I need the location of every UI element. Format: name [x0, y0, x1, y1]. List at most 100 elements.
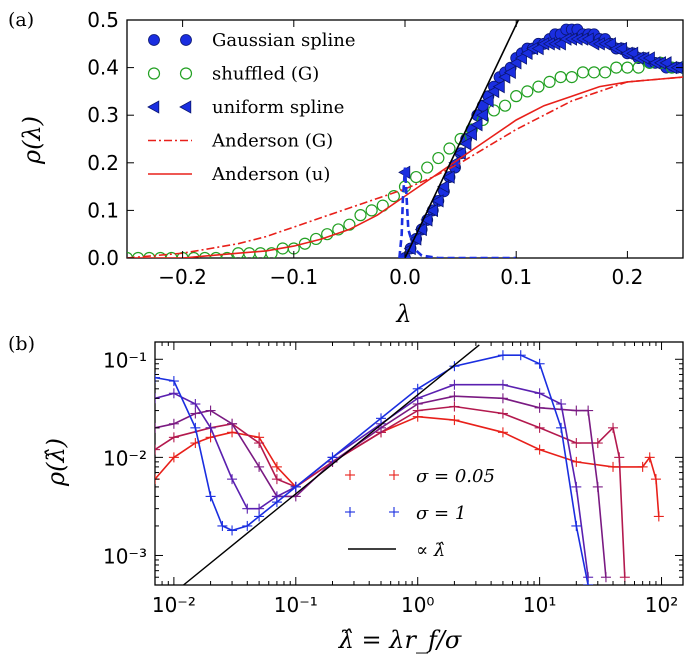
series-1-point: [155, 444, 160, 455]
panel-b-xtick-label: 10¹: [523, 593, 556, 617]
panel-b-xlabel: λ̂ = λr_f/σ: [338, 626, 462, 654]
1-point: [217, 520, 228, 531]
0-05-point: [227, 427, 238, 438]
series-1-point: [534, 422, 545, 433]
shuffled-g-point: [621, 61, 634, 74]
series-1-point: [449, 401, 460, 412]
1-point: [242, 520, 253, 531]
panel-b-ytick-label: 10⁻²: [103, 446, 147, 470]
uniform-spline-point: [492, 79, 505, 94]
shuffled-g-point: [565, 71, 578, 84]
uniform-spline-point: [425, 203, 439, 218]
series-5-line: [183, 344, 480, 585]
series-3-point: [227, 474, 238, 485]
legend-0-05-marker: [389, 470, 399, 480]
panel-b-xtick-label: 10²: [645, 593, 678, 617]
shuffled-g-point: [543, 75, 556, 88]
panel-a-ytick-label: 0.2: [87, 151, 119, 175]
shuffled-g-point: [410, 170, 423, 184]
anderson-g-line: [127, 76, 683, 258]
1-point: [497, 350, 508, 361]
series-6-line: [404, 20, 520, 258]
0-05-point: [168, 452, 179, 463]
1-point: [271, 497, 282, 508]
panel-b-ytick-label: 10⁻¹: [103, 348, 147, 372]
series-2-point: [449, 391, 460, 402]
series-2-point: [592, 481, 603, 492]
shuffled-g-point: [610, 61, 623, 74]
uniform-spline-point: [431, 194, 444, 208]
shuffled-g-point: [154, 251, 167, 258]
uniform-spline-point: [476, 108, 489, 122]
1-point: [376, 413, 387, 424]
legend-series-5-label: ∝ λ̂: [416, 540, 445, 561]
1-point: [449, 361, 460, 372]
panel-a-xtick-label: 0.2: [611, 265, 643, 289]
shuffled-g-point: [209, 251, 223, 258]
panel-b-plot-area: [155, 344, 664, 585]
uniform-spline-point: [470, 118, 483, 132]
series-2-point: [534, 402, 545, 413]
legend-1-label: σ = 1: [416, 503, 466, 524]
shuffled-g-point: [554, 71, 567, 84]
series-3-point: [242, 503, 253, 514]
1-point: [205, 491, 216, 502]
1-point: [190, 422, 201, 433]
series-2-point: [190, 408, 201, 419]
shuffled-g-point: [265, 247, 278, 258]
shuffled-g-point: [443, 142, 456, 155]
legend-1-marker: [345, 507, 355, 517]
shuffled-g-point: [576, 66, 590, 79]
series-3-point: [497, 379, 508, 390]
shuffled-g-point: [198, 251, 211, 258]
series-3-point: [534, 388, 545, 399]
1-point: [254, 511, 265, 522]
0-05-point: [653, 511, 664, 522]
panel-a-plot-area: [127, 20, 683, 258]
0-05-point: [637, 461, 648, 472]
series-1-point: [608, 422, 619, 433]
uniform-spline-point: [459, 137, 472, 151]
panel-a: (a) −0.2 −0.1 0.0 0.1 0.20.00.10.20.30.40.5 …: [8, 8, 684, 328]
panel-a-ytick-label: 0.3: [87, 103, 119, 127]
panel-a-ytick-label: 0.0: [87, 246, 119, 270]
shuffled-g-point: [498, 99, 512, 112]
1-point: [571, 520, 582, 531]
series-1-point: [571, 438, 582, 449]
series-1-point: [254, 438, 265, 449]
panel-b-ytick-label: 10⁻³: [103, 544, 147, 568]
panel-a-xtick-label: 0.0: [389, 265, 421, 289]
shuffled-g-point: [599, 66, 612, 79]
shuffled-g-point: [521, 85, 534, 98]
uniform-spline-point: [442, 170, 455, 184]
series-1-point: [614, 452, 625, 463]
0-05-point: [571, 456, 582, 467]
panel-a-ytick-label: 0.4: [87, 56, 119, 80]
series-2-point: [254, 461, 265, 472]
uniform-spline-point: [414, 222, 427, 237]
legend-gaussian-spline-label: Gaussian spline: [212, 30, 356, 51]
shuffled-g-point: [254, 247, 267, 258]
panel-a-xtick-label: −0.1: [270, 265, 319, 289]
1-point: [534, 358, 545, 369]
shuffled-g-point: [365, 204, 378, 217]
shuffled-g-point: [432, 151, 445, 165]
uniform-spline-point: [464, 127, 477, 141]
series-3-point: [205, 422, 216, 433]
panel-a-ytick-label: 0.5: [87, 8, 119, 32]
panel-b-series-group: [155, 344, 664, 585]
series-1-line: [155, 405, 626, 578]
shuffled-g-point: [387, 190, 400, 203]
series-1-point: [497, 408, 508, 419]
legend-gaussian-spline-marker: [148, 34, 160, 46]
shuffled-g-point: [298, 237, 312, 250]
series-3-point: [556, 399, 567, 410]
shuffled-g-point: [532, 80, 545, 93]
shuffled-g-point: [132, 251, 145, 258]
panel-a-axes-frame: [126, 19, 684, 259]
panel-a-ytick-label: 0.1: [87, 198, 119, 222]
shuffled-g-point: [510, 90, 523, 103]
legend-1-marker: [389, 507, 399, 517]
1-point: [227, 525, 238, 536]
